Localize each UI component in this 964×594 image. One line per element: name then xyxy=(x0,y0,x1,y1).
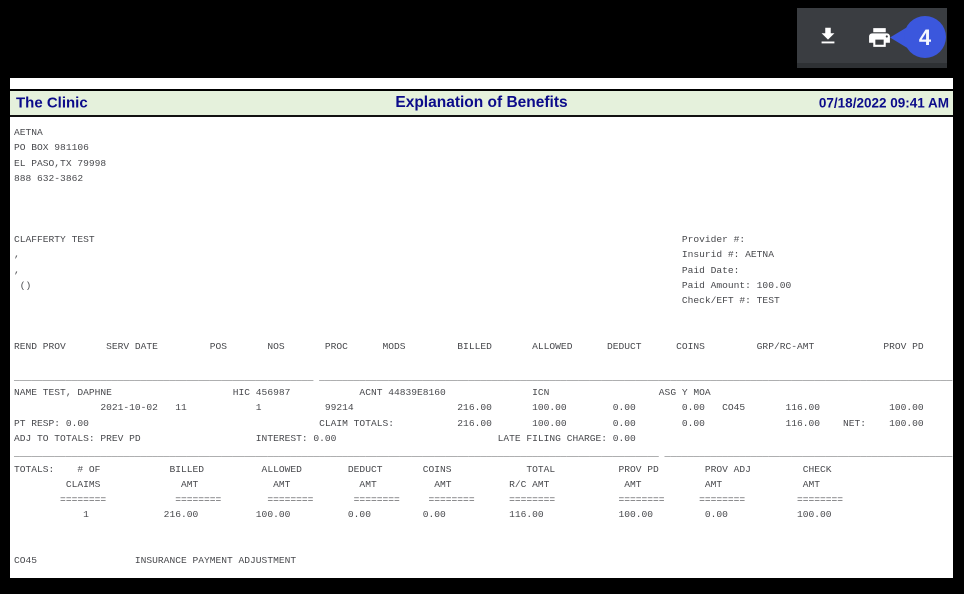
print-icon xyxy=(869,27,890,47)
report-line xyxy=(14,538,952,553)
annotation-badge-label: 4 xyxy=(919,25,932,50)
report-line: EL PASO,TX 79998 xyxy=(14,157,107,169)
report-line: REND PROV SERV DATE POS NOS PROC MODS BI… xyxy=(14,341,924,353)
document-title: Explanation of Benefits xyxy=(395,94,568,111)
report-line: ADJ TO TOTALS: PREV PD INTEREST: 0.00 LA… xyxy=(14,432,636,444)
report-line: ________________________________________… xyxy=(14,448,953,460)
download-icon xyxy=(821,27,835,43)
report-line: CO45 INSURANCE PAYMENT ADJUSTMENT xyxy=(14,555,297,567)
report-line: , Paid Date: xyxy=(14,264,740,276)
report-body: AETNA PO BOX 981106 EL PASO,TX 79998 888 63… xyxy=(14,125,952,569)
report-line: PT RESP: 0.00 CLAIM TOTALS: 216.00 100.0… xyxy=(14,417,924,429)
report-line: PO BOX 981106 xyxy=(14,142,89,154)
annotation-badge-4: 4 xyxy=(890,16,946,58)
report-line xyxy=(14,523,952,538)
report-line: AETNA xyxy=(14,127,43,138)
eob-document: The Clinic Explanation of Benefits 07/18… xyxy=(10,78,953,578)
report-line: CLAFFERTY TEST Provider #: xyxy=(14,234,746,246)
report-line: TOTALS: # OF BILLED ALLOWED DEDUCT COINS… xyxy=(14,463,832,475)
report-line xyxy=(14,201,952,216)
document-header-bar: The Clinic Explanation of Benefits 07/18… xyxy=(10,89,953,117)
report-line: ======== ======== ======== ======== ====… xyxy=(14,494,844,506)
report-line: 888 632-3862 xyxy=(14,172,84,184)
report-line: ________________________________________… xyxy=(14,371,953,383)
report-line: , Insurid #: AETNA xyxy=(14,249,774,261)
report-line xyxy=(14,217,952,232)
report-line: CLAIMS AMT AMT AMT AMT R/C AMT AMT AMT A… xyxy=(14,478,821,490)
download-button[interactable] xyxy=(817,25,839,47)
report-line: 1 216.00 100.00 0.00 0.00 116.00 100.00 … xyxy=(14,509,832,521)
report-line: 2021-10-02 11 1 99214 216.00 100.00 0.00… xyxy=(14,402,924,414)
report-line: () Paid Amount: 100.00 xyxy=(14,279,792,291)
print-button[interactable] xyxy=(867,25,890,47)
report-line xyxy=(14,354,952,369)
report-line xyxy=(14,309,952,324)
report-line xyxy=(14,186,952,201)
report-line xyxy=(14,324,952,339)
document-datetime: 07/18/2022 09:41 AM xyxy=(818,95,949,111)
report-line: NAME TEST, DAPHNE HIC 456987 ACNT 44839E… xyxy=(14,387,711,399)
report-line: Check/EFT #: TEST xyxy=(14,295,780,307)
clinic-name: The Clinic xyxy=(16,94,88,112)
